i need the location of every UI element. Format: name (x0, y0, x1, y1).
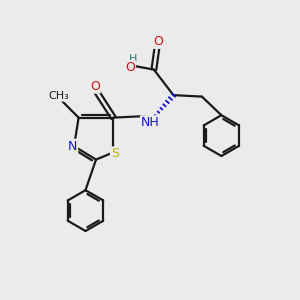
Text: NH: NH (141, 116, 160, 129)
Text: CH₃: CH₃ (49, 91, 70, 101)
Text: N: N (68, 140, 77, 153)
Text: O: O (125, 61, 135, 74)
Text: O: O (154, 35, 163, 48)
Text: H: H (129, 53, 137, 64)
Text: S: S (111, 147, 119, 161)
Text: O: O (90, 80, 100, 93)
